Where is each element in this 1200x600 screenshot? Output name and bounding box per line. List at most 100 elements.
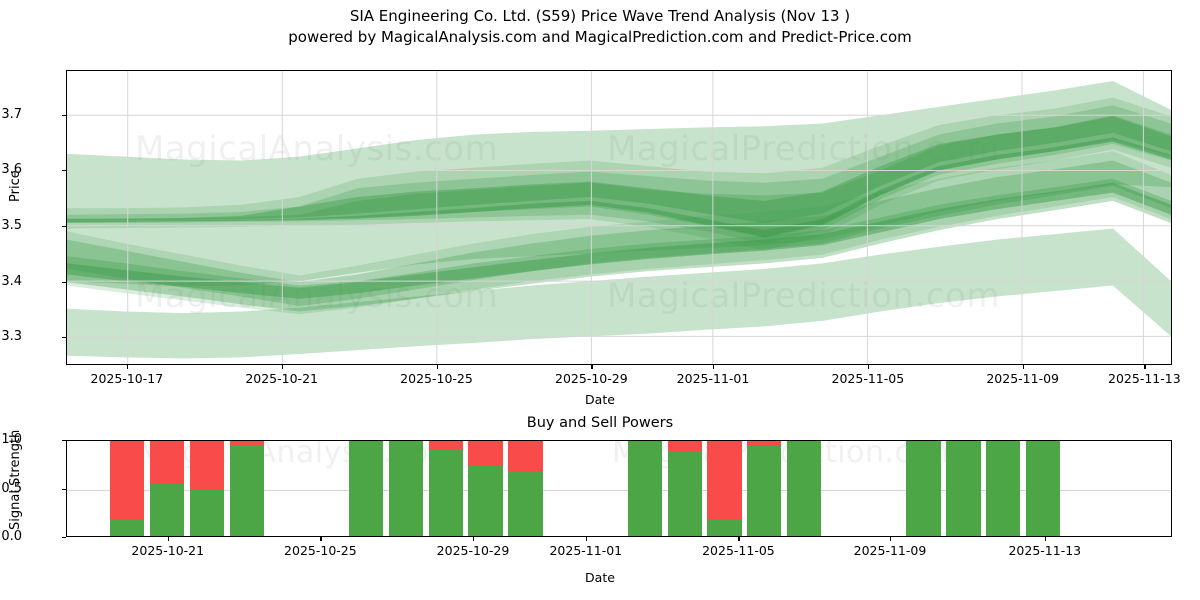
bar-segment-buy bbox=[388, 441, 424, 536]
bar-y-tick: 1.0 bbox=[1, 432, 22, 447]
price-y-tick-mark bbox=[62, 337, 66, 339]
bar-column bbox=[747, 441, 782, 536]
bar-column bbox=[388, 441, 424, 536]
bar-segment-sell bbox=[110, 441, 145, 520]
bar-segment-buy bbox=[349, 441, 384, 536]
bar-segment-sell bbox=[229, 441, 264, 445]
bar-segment-buy bbox=[428, 449, 463, 536]
bar-column bbox=[1025, 441, 1061, 536]
bar-segment-buy bbox=[110, 519, 145, 536]
bar-x-axis-title: Date bbox=[585, 570, 615, 585]
bar-segment-sell bbox=[747, 441, 782, 446]
bar-x-tick: 2025-11-05 bbox=[702, 543, 775, 558]
bar-chart-title: Buy and Sell Powers bbox=[526, 415, 674, 431]
bar-y-axis-title: Signal Strength bbox=[8, 429, 23, 530]
price-y-tick: 3.5 bbox=[1, 217, 22, 233]
bar-column bbox=[189, 441, 225, 536]
price-x-tick-mark bbox=[591, 365, 593, 369]
bar-column bbox=[627, 441, 663, 536]
price-bands-svg bbox=[67, 80, 1171, 359]
bar-segment-buy bbox=[149, 482, 185, 536]
bar-x-tick-mark bbox=[585, 537, 587, 541]
title-block: SIA Engineering Co. Ltd. (S59) Price Wav… bbox=[0, 6, 1200, 48]
price-x-tick-mark bbox=[713, 365, 715, 369]
price-x-tick: 2025-11-09 bbox=[986, 371, 1060, 386]
bar-segment-buy bbox=[787, 441, 822, 536]
bar-column bbox=[986, 441, 1021, 536]
bar-gridline bbox=[67, 489, 1171, 491]
price-y-tick-mark bbox=[62, 114, 66, 116]
bar-x-tick-mark bbox=[167, 537, 169, 541]
bar-x-tick: 2025-10-29 bbox=[436, 543, 510, 558]
bar-segment-sell bbox=[707, 441, 742, 520]
bar-segment-sell bbox=[149, 441, 185, 483]
bar-column bbox=[229, 441, 264, 536]
price-gridlines bbox=[67, 71, 1171, 364]
bar-column bbox=[667, 441, 702, 536]
bar-segment-sell bbox=[468, 441, 503, 467]
bar-segment-buy bbox=[468, 466, 503, 536]
price-y-tick-mark bbox=[62, 225, 66, 228]
price-x-tick: 2025-10-29 bbox=[555, 371, 628, 386]
price-x-tick-mark bbox=[1022, 365, 1024, 369]
price-y-axis-title: Price bbox=[8, 170, 23, 202]
bar-x-tick: 2025-11-01 bbox=[549, 543, 623, 558]
bar-segment-buy bbox=[747, 445, 782, 536]
bar-segment-buy bbox=[707, 519, 742, 536]
bar-segment-buy bbox=[946, 441, 981, 536]
bar-column bbox=[707, 441, 742, 536]
price-y-tick-mark bbox=[62, 281, 66, 283]
bar-plot-area: MagicalAnalysis.com MagicalPrediction.co… bbox=[66, 440, 1172, 537]
bar-column bbox=[428, 441, 463, 536]
price-wave-chart: MagicalAnalysis.com MagicalPrediction.co… bbox=[66, 70, 1172, 365]
bar-segment-buy bbox=[229, 444, 264, 536]
price-x-tick-mark bbox=[126, 365, 129, 369]
bar-y-tick: 0.5 bbox=[1, 480, 22, 496]
bar-column bbox=[349, 441, 384, 536]
bar-column bbox=[906, 441, 941, 536]
bar-x-tick-mark bbox=[738, 537, 740, 541]
price-y-tick: 3.6 bbox=[1, 162, 22, 178]
page-title: SIA Engineering Co. Ltd. (S59) Price Wav… bbox=[349, 7, 851, 25]
bar-segment-sell bbox=[508, 441, 543, 471]
bar-x-tick-mark bbox=[889, 537, 892, 541]
bar-x-tick: 2025-11-09 bbox=[853, 543, 927, 558]
buy-sell-powers-chart: MagicalAnalysis.com MagicalPrediction.co… bbox=[66, 440, 1172, 537]
bar-column bbox=[149, 441, 185, 536]
bar-segment-sell bbox=[428, 441, 463, 450]
bar-x-tick: 2025-10-25 bbox=[284, 543, 357, 558]
price-x-tick: 2025-11-13 bbox=[1108, 371, 1181, 386]
price-x-tick-mark bbox=[1144, 365, 1146, 369]
bar-column bbox=[787, 441, 822, 536]
price-x-tick-mark bbox=[281, 365, 283, 369]
bar-segment-buy bbox=[189, 490, 225, 536]
bar-column bbox=[110, 441, 145, 536]
bar-y-tick-mark bbox=[62, 537, 66, 539]
bar-x-tick-mark bbox=[320, 537, 322, 541]
bar-column bbox=[508, 441, 543, 536]
price-x-tick: 2025-11-05 bbox=[831, 371, 905, 386]
price-y-tick: 3.4 bbox=[1, 273, 22, 289]
bar-segment-buy bbox=[986, 441, 1021, 536]
price-x-tick: 2025-10-17 bbox=[90, 371, 164, 386]
price-x-tick: 2025-10-25 bbox=[400, 371, 473, 386]
bar-segment-sell bbox=[189, 441, 225, 491]
price-x-tick: 2025-10-21 bbox=[245, 371, 318, 386]
price-y-tick: 3.3 bbox=[1, 329, 22, 345]
bar-x-tick-mark bbox=[1044, 537, 1046, 541]
price-x-tick: 2025-11-01 bbox=[676, 371, 750, 386]
price-x-axis-title: Date bbox=[585, 392, 615, 407]
price-x-tick-mark bbox=[867, 365, 870, 369]
bar-segment-sell bbox=[906, 441, 941, 442]
bar-x-tick: 2025-11-13 bbox=[1008, 543, 1082, 558]
bar-y-tick: 0.0 bbox=[1, 529, 22, 544]
bar-segment-buy bbox=[667, 450, 702, 536]
bar-segment-sell bbox=[627, 441, 663, 442]
bar-segment-buy bbox=[508, 471, 543, 536]
bar-x-tick-mark bbox=[473, 537, 475, 541]
bar-column bbox=[946, 441, 981, 536]
bar-y-tick-mark bbox=[62, 440, 66, 442]
bar-segment-buy bbox=[1025, 441, 1061, 536]
price-x-tick-mark bbox=[436, 365, 438, 369]
